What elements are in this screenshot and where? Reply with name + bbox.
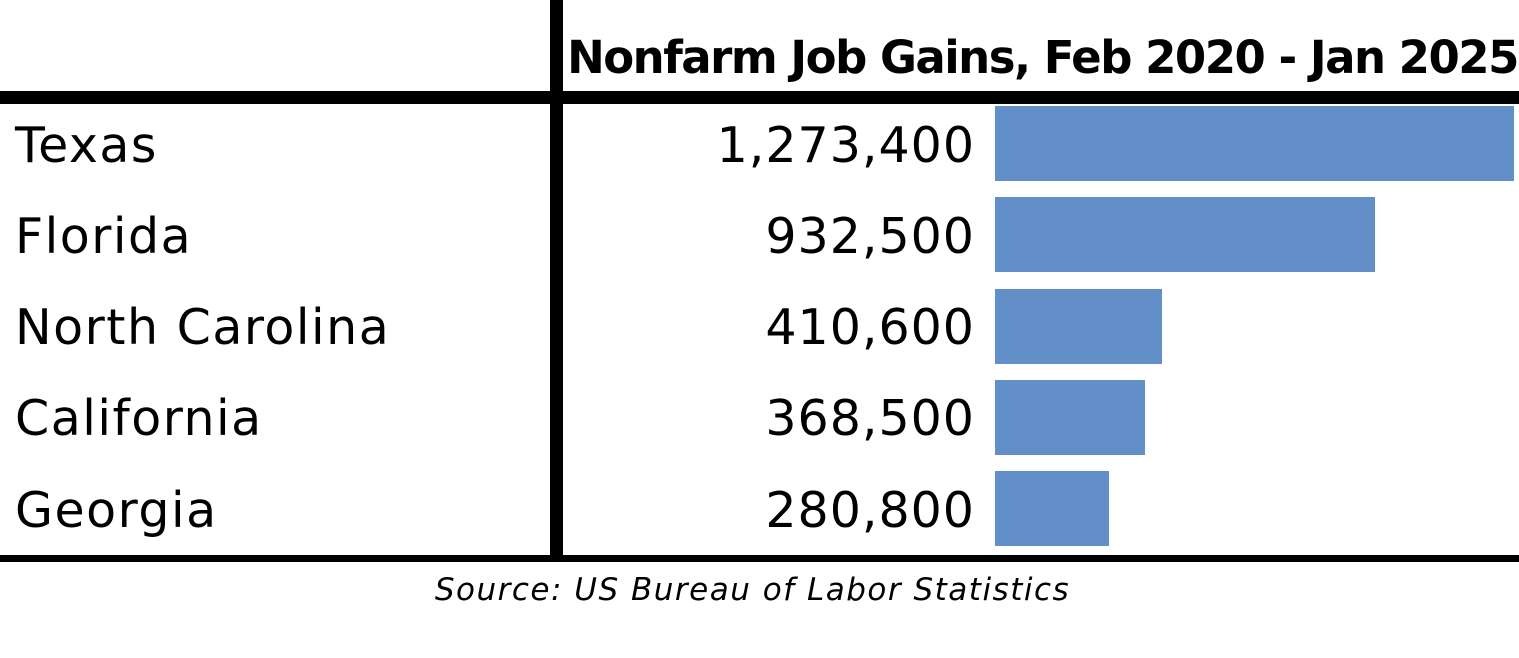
bottom-rule [0,555,1519,562]
bar-north-carolina [995,288,1163,364]
source-note: Source: US Bureau of Labor Statistics [434,572,1071,608]
row-value-label: 410,600 [765,299,975,357]
row-value-label: 932,500 [765,207,975,265]
row-label-north-carolina: North Carolina [15,299,391,357]
bar-california [995,379,1146,455]
column-divider [550,0,563,559]
row-label-california: California [15,390,263,448]
bar-florida [995,197,1376,273]
chart-title: Nonfarm Job Gains, Feb 2020 - Jan 2025 [567,31,1519,84]
bar-georgia [995,471,1110,547]
row-label-georgia: Georgia [15,481,218,539]
row-value-label: 280,800 [765,481,975,539]
bar-texas [995,106,1514,181]
row-label-texas: Texas [15,116,158,174]
header-rule [0,91,1519,104]
row-label-florida: Florida [15,207,193,265]
row-value-label: 368,500 [765,390,975,448]
row-value-label: 1,273,400 [716,116,975,174]
